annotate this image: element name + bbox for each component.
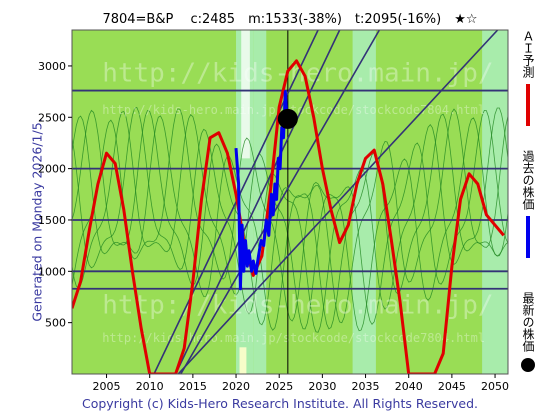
- plot-frame: [71, 29, 509, 375]
- x-tick-label: 2030: [308, 380, 336, 393]
- y-tick-label: 2500: [38, 111, 66, 124]
- y-tick-label: 500: [45, 317, 66, 330]
- oscillation-guide-line: [72, 108, 508, 332]
- x-tick-label: 2050: [481, 380, 509, 393]
- legend-past-price: 過去の株価: [515, 150, 541, 258]
- legend-latest-price-dot: [521, 358, 535, 372]
- x-tick-label: 2035: [352, 380, 380, 393]
- x-tick-label: 2045: [438, 380, 466, 393]
- legend-ai-forecast-label: ＡＩ予測: [521, 30, 535, 78]
- chart-title: 7804=B&P c:2485 m:1533(-38%) t:2095(-16%…: [102, 12, 478, 27]
- x-tick-label: 2025: [265, 380, 293, 393]
- legend-past-price-swatch: [526, 216, 530, 258]
- trend-line: [174, 30, 341, 374]
- background-band: [482, 30, 508, 374]
- oscillation-guide-line: [72, 106, 508, 333]
- trend-line: [177, 30, 499, 374]
- plot-content: http://kids-hero.main.jp/http://kids-her…: [72, 30, 508, 374]
- background-highlight: [241, 30, 250, 159]
- x-tick-label: 2005: [93, 380, 121, 393]
- y-tick-label: 1000: [38, 265, 66, 278]
- x-tick-label: 2015: [179, 380, 207, 393]
- y-tick-label: 1500: [38, 214, 66, 227]
- x-tick-label: 2010: [136, 380, 164, 393]
- legend-ai-forecast-swatch: [526, 84, 530, 126]
- watermark-text-small: http://kids-hero.main.jp/stockcode/stock…: [102, 103, 485, 117]
- y-tick-label: 3000: [38, 60, 66, 73]
- ai-forecast-line: [72, 59, 505, 374]
- oscillation-guide-line: [72, 108, 508, 331]
- copyright-footer: Copyright (c) Kids-Hero Research Institu…: [81, 396, 479, 411]
- watermark-text: http://kids-hero.main.jp/: [102, 290, 493, 320]
- background-highlight: [239, 347, 247, 374]
- x-tick-label: 2040: [395, 380, 423, 393]
- legend-latest-price-label: 最新の株価: [521, 292, 535, 352]
- past-price-line: [234, 90, 289, 291]
- legend-latest-price: 最新の株価: [515, 292, 541, 372]
- latest-price-point: [277, 108, 298, 129]
- legend-past-price-label: 過去の株価: [521, 150, 535, 210]
- legend-ai-forecast: ＡＩ予測: [515, 30, 541, 126]
- x-tick-label: 2020: [222, 380, 250, 393]
- watermark-text-small: http://kids-hero.main.jp/stockcode/stock…: [102, 331, 485, 345]
- trend-line: [180, 30, 381, 374]
- y-tick-label: 2000: [38, 163, 66, 176]
